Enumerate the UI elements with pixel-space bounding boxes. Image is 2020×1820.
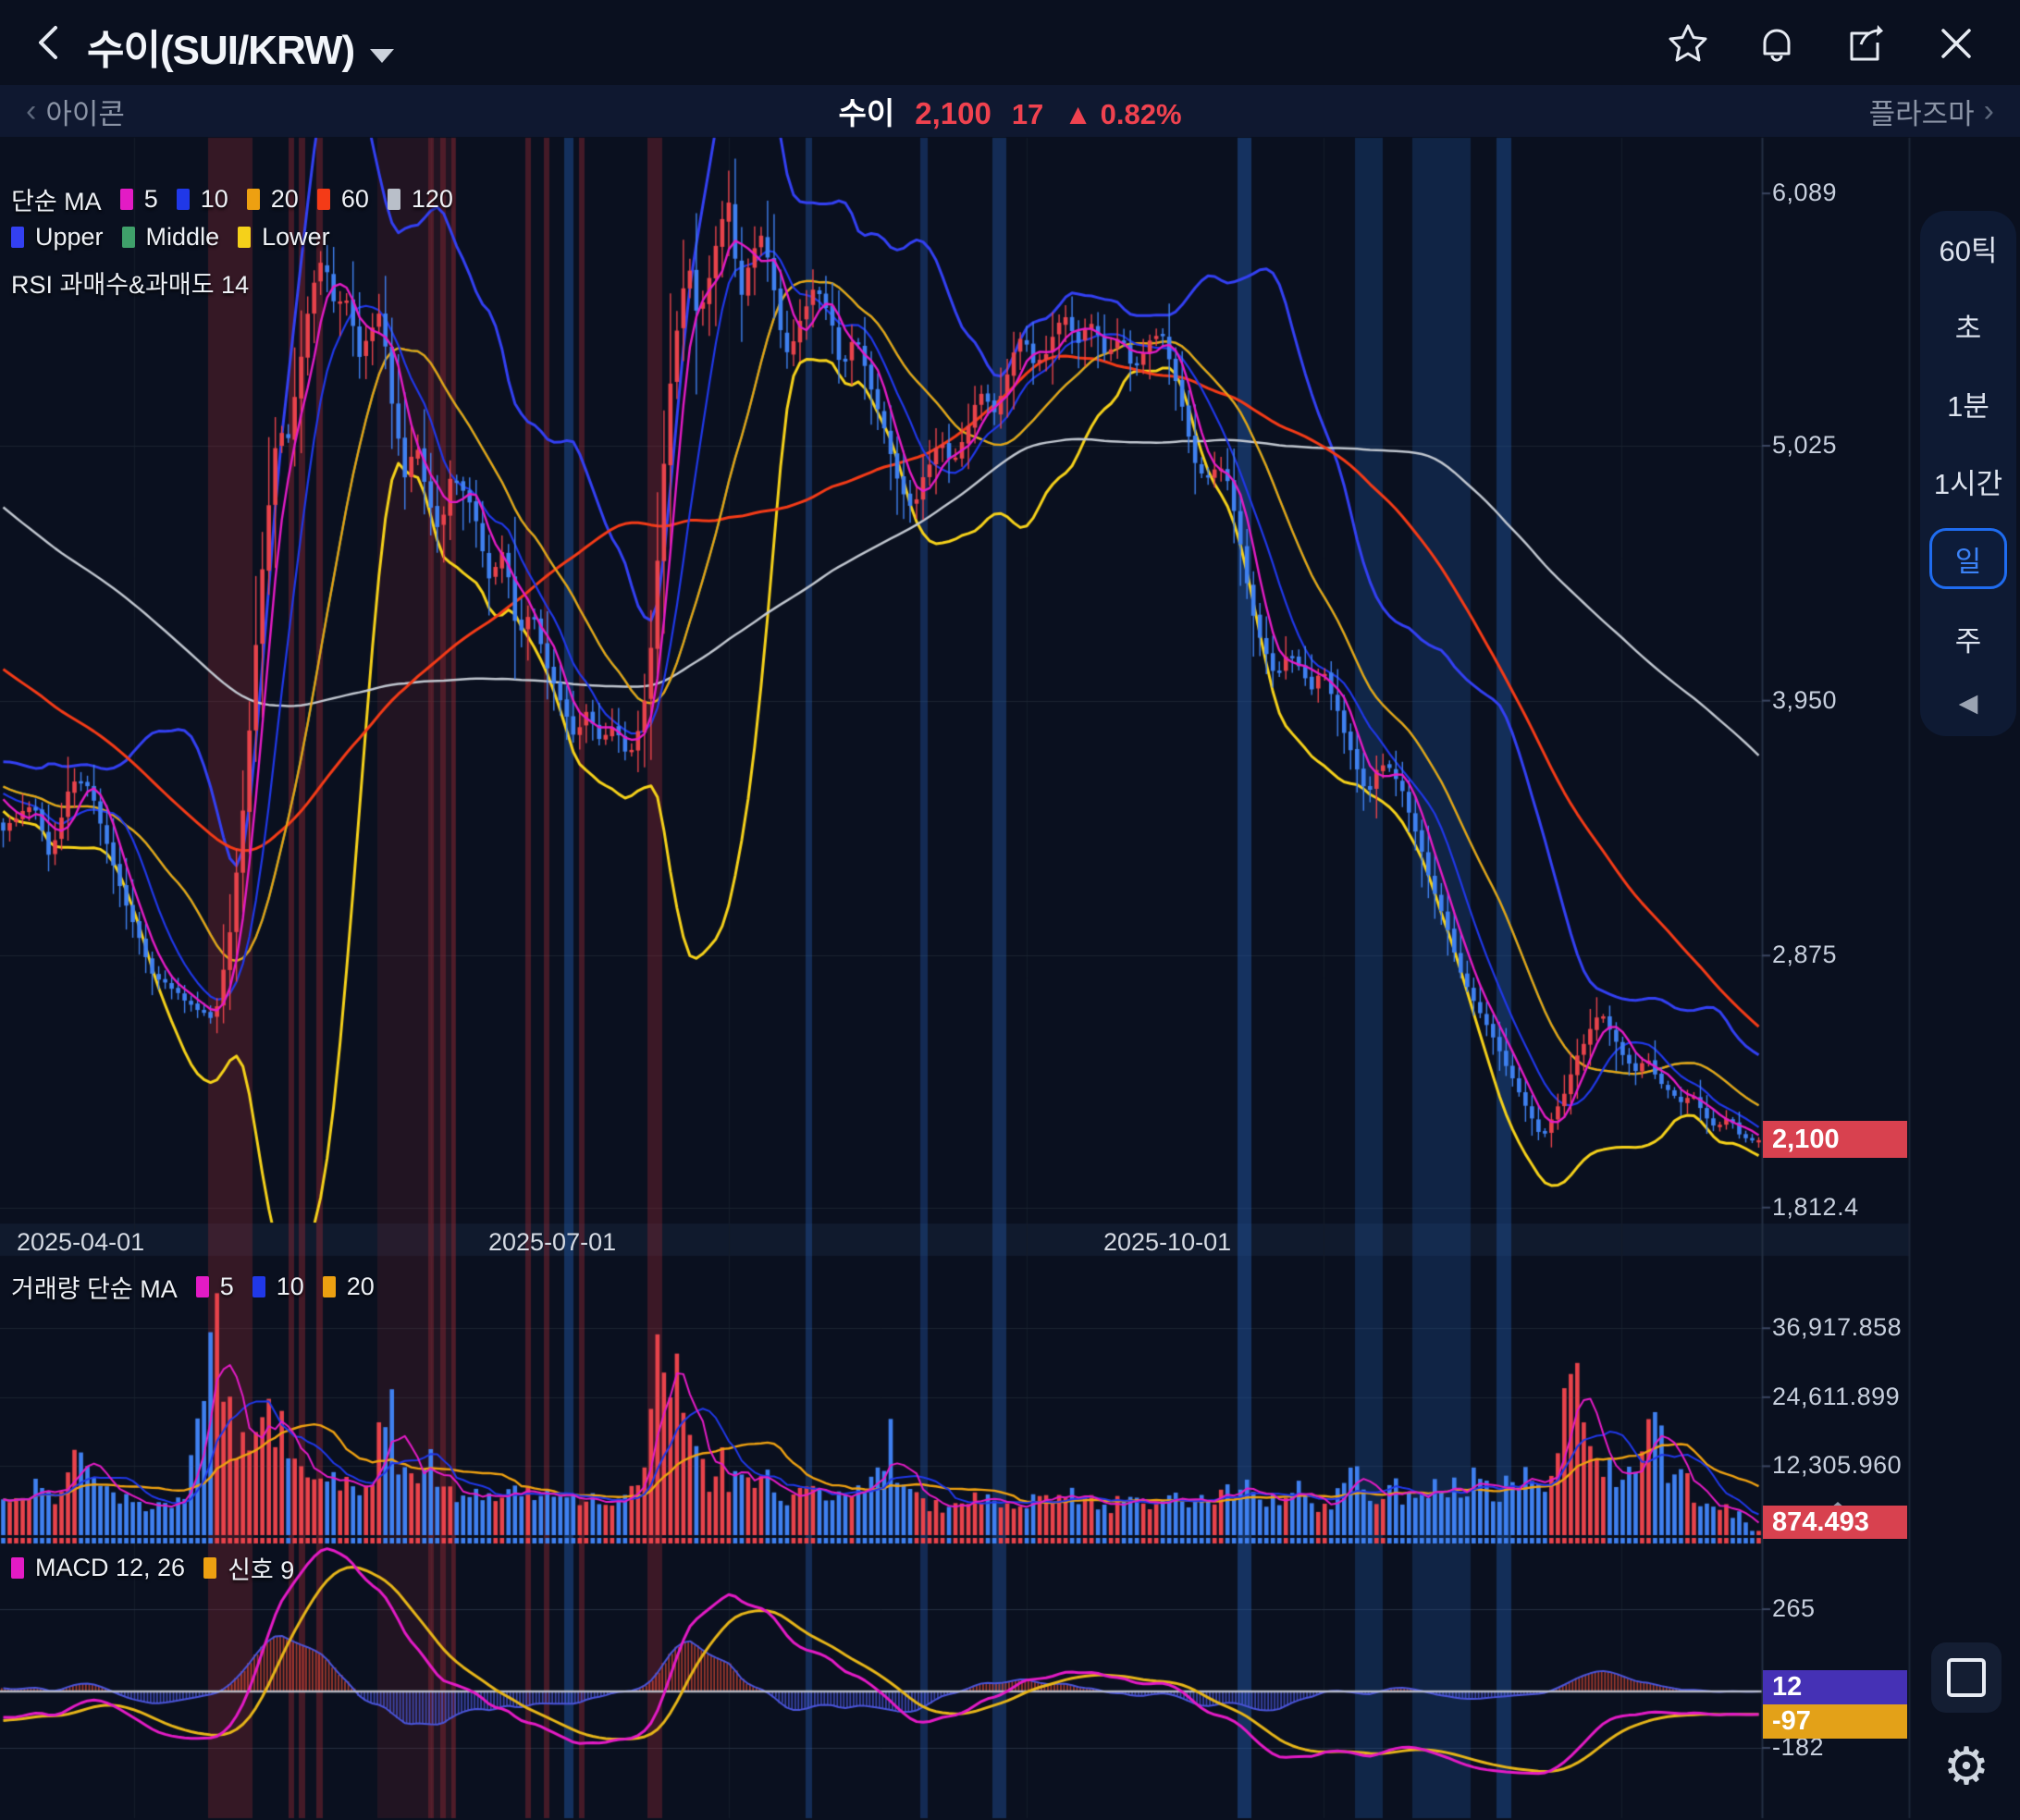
price-axis-tick: 5,025 [1772, 431, 1838, 459]
prev-coin-label: 아이콘 [45, 97, 125, 130]
ma120-chip [387, 189, 400, 210]
volume-axis-tick: 24,611.899 [1772, 1382, 1901, 1410]
price-chart-canvas[interactable] [0, 137, 2020, 1820]
title-bar: 수이(SUI/KRW) [0, 0, 2020, 85]
current-price: 2,100 [915, 96, 992, 130]
ma20-chip [246, 189, 260, 210]
chevron-right-icon: › [1983, 93, 1994, 129]
favorite-star-icon[interactable] [1667, 22, 1709, 65]
volume-axis-tick: 12,305.960 [1772, 1451, 1903, 1480]
page-title: 수이(SUI/KRW) [87, 17, 395, 76]
date-label: 2025-04-01 [17, 1228, 145, 1256]
vol-ma20-chip [322, 1276, 336, 1297]
macd-chip [11, 1557, 24, 1579]
coin-name: 수이 [838, 96, 895, 130]
price-change: 17 [1011, 98, 1044, 130]
macd-value-badge: 12 [1763, 1670, 1907, 1705]
timeframe-panel [1920, 211, 2016, 736]
rsi-legend: RSI 과매수&과매도 14 [11, 271, 250, 299]
bollinger-legend: Upper Middle Lower [11, 223, 330, 252]
signal-value-badge: -97 [1763, 1704, 1907, 1740]
current-volume-badge: 874.493 [1763, 1506, 1907, 1539]
chevron-left-icon: ‹ [26, 93, 37, 129]
drawing-mode-button[interactable] [1931, 1642, 2002, 1713]
ma60-chip [316, 189, 330, 210]
share-icon[interactable] [1842, 22, 1885, 65]
pair-title: 수이(SUI/KRW) [87, 28, 355, 73]
boll-middle-chip [121, 227, 135, 248]
next-coin-label: 플라즈마 [1868, 97, 1975, 130]
boll-lower-chip [238, 227, 252, 248]
back-icon[interactable] [28, 20, 72, 65]
price-axis-tick: 6,089 [1772, 178, 1838, 207]
prev-coin-button[interactable]: ‹ 아이콘 [26, 91, 125, 132]
signal-chip [203, 1557, 217, 1579]
price-axis-tick: 1,812.4 [1772, 1192, 1859, 1221]
volume-legend: 거래량 단순 MA 5 10 20 [11, 1273, 375, 1303]
macd-axis-tick: 265 [1772, 1594, 1816, 1623]
settings-button[interactable]: ⚙ [1931, 1731, 2002, 1802]
price-axis-tick: 3,950 [1772, 685, 1838, 714]
tf-60tick[interactable]: 60틱 [1939, 234, 1998, 267]
tf-second[interactable]: 초 [1954, 312, 1982, 345]
square-icon [1947, 1658, 1986, 1697]
next-coin-button[interactable]: 플라즈마 › [1869, 91, 1994, 132]
date-label: 2025-07-01 [488, 1228, 617, 1256]
tf-collapse[interactable]: ◀ [1958, 688, 1978, 717]
current-price-badge: 2,100 [1763, 1121, 1907, 1158]
tf-1hour[interactable]: 1시간 [1933, 467, 2003, 500]
change-percent: ▲ 0.82% [1064, 98, 1182, 130]
boll-upper-chip [11, 227, 24, 248]
gear-icon: ⚙ [1942, 1737, 1990, 1795]
vol-ma5-chip [195, 1276, 209, 1297]
tf-1min[interactable]: 1분 [1947, 389, 1989, 423]
title-dropdown[interactable] [364, 45, 395, 64]
macd-legend: MACD 12, 26 신호 9 [11, 1550, 294, 1586]
price-axis-tick: 2,875 [1772, 941, 1838, 969]
chevron-down-icon [370, 49, 395, 63]
ma5-chip [119, 189, 133, 210]
ma-legend: 단순 MA 5 10 20 60 120 [11, 185, 453, 215]
alert-bell-icon[interactable] [1755, 22, 1798, 65]
ma10-chip [176, 189, 190, 210]
chart-area: 단순 MA 5 10 20 60 120 Upper Middle Lower … [0, 137, 2020, 1820]
up-arrow-icon: ▲ [1064, 98, 1092, 130]
tf-week[interactable]: 주 [1954, 624, 1982, 658]
ticker-summary: 수이 2,100 17 ▲ 0.82% [838, 89, 1181, 133]
date-label: 2025-10-01 [1103, 1228, 1232, 1256]
ticker-strip: ‹ 아이콘 수이 2,100 17 ▲ 0.82% 플라즈마 › [0, 85, 2020, 137]
tf-day-selected[interactable]: 일 [1929, 528, 2007, 589]
close-icon[interactable] [1935, 22, 1977, 65]
volume-axis-tick: 36,917.858 [1772, 1313, 1903, 1342]
vol-ma10-chip [252, 1276, 265, 1297]
